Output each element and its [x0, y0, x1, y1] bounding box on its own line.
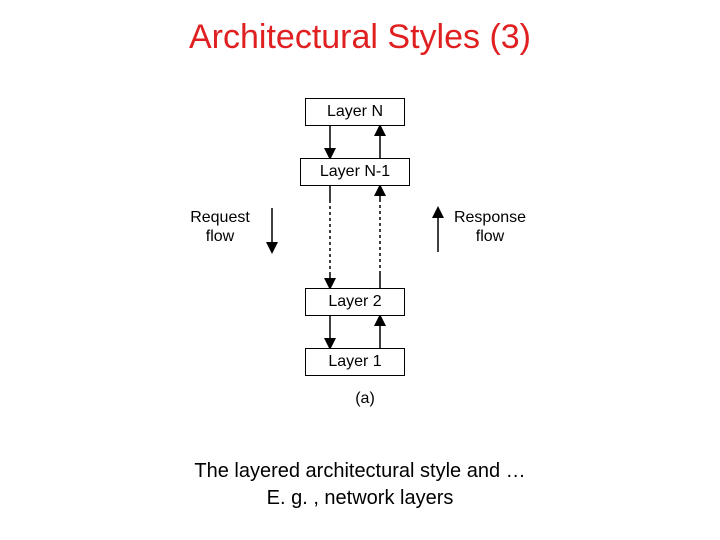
layer-box-l1: Layer 1 — [305, 348, 405, 376]
diagram-sublabel: (a) — [190, 390, 540, 408]
request-flow-label: Requestflow — [180, 208, 260, 246]
caption-line-2: E. g. , network layers — [0, 485, 720, 512]
arrow-layer — [190, 90, 540, 430]
layer-diagram: Layer NLayer N-1Layer 2Layer 1Requestflo… — [190, 90, 540, 430]
caption-line-1: The layered architectural style and … — [0, 458, 720, 485]
layer-box-n1: Layer N-1 — [300, 158, 410, 186]
caption: The layered architectural style and … E.… — [0, 458, 720, 512]
page-title: Architectural Styles (3) — [0, 0, 720, 57]
response-flow-label: Responseflow — [445, 208, 535, 246]
layer-box-n: Layer N — [305, 98, 405, 126]
layer-box-l2: Layer 2 — [305, 288, 405, 316]
